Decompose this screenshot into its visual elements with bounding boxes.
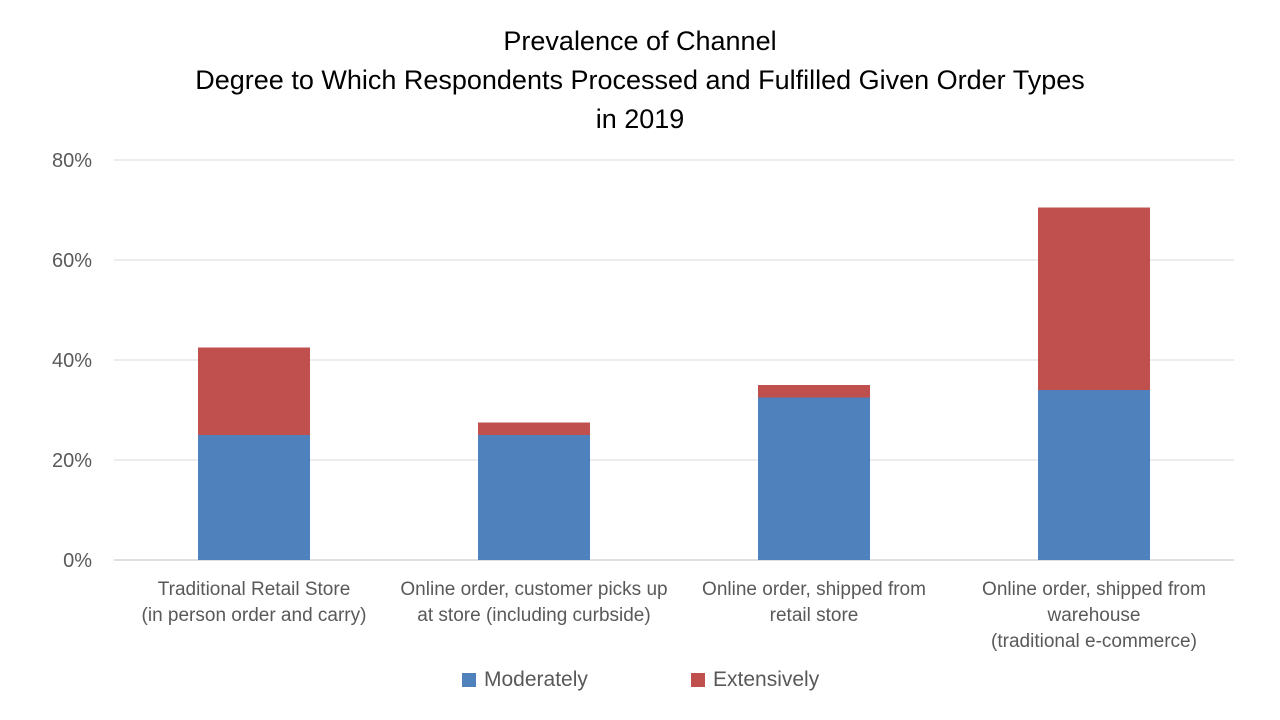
x-category-label: Online order, shipped from: [982, 579, 1206, 600]
chart-title-line-2: Degree to Which Respondents Processed an…: [195, 65, 1085, 95]
y-tick-label: 40%: [52, 350, 92, 372]
legend-swatch-moderately: [462, 673, 476, 687]
legend-label-moderately: Moderately: [484, 668, 588, 691]
y-tick-label: 20%: [52, 450, 92, 472]
x-category-label: (traditional e-commerce): [991, 631, 1197, 652]
x-category-label: Online order, shipped from: [702, 579, 926, 600]
x-category-label: (in person order and carry): [142, 605, 367, 626]
x-category-label: at store (including curbside): [417, 605, 650, 626]
bar-moderately-2: [478, 435, 590, 560]
bar-moderately-3: [758, 397, 870, 560]
legend-swatch-extensively: [691, 673, 705, 687]
legend-moderately: Moderately: [462, 666, 588, 694]
bar-moderately-4: [1038, 390, 1150, 560]
x-category-label: retail store: [770, 605, 859, 626]
bar-extensively-2: [478, 422, 590, 435]
bar-extensively-4: [1038, 207, 1150, 390]
y-tick-label: 0%: [63, 550, 92, 572]
x-category-label: Online order, customer picks up: [400, 579, 667, 600]
bar-extensively-1: [198, 347, 310, 435]
x-category-label: Traditional Retail Store: [158, 579, 351, 600]
chart-title-line-1: Prevalence of Channel: [503, 26, 777, 56]
bar-extensively-3: [758, 385, 870, 398]
legend-extensively: Extensively: [691, 666, 819, 694]
x-category-label: warehouse: [1047, 605, 1141, 626]
y-tick-label: 80%: [52, 150, 92, 172]
bar-moderately-1: [198, 435, 310, 560]
legend-label-extensively: Extensively: [713, 668, 820, 691]
y-tick-label: 60%: [52, 250, 92, 272]
chart-title-line-3: in 2019: [595, 104, 685, 134]
